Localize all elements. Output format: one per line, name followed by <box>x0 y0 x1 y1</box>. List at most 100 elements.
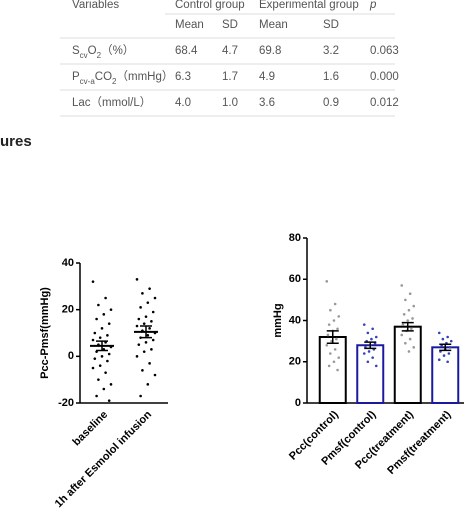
data-point <box>448 346 452 349</box>
label-part: cv-a <box>80 77 96 86</box>
label-part: 2 <box>112 77 117 86</box>
y-tick-label: 20 <box>62 304 74 316</box>
bar <box>431 346 460 404</box>
data-point <box>332 319 336 322</box>
table-cell: 0.000 <box>370 71 399 83</box>
data-point <box>91 280 95 283</box>
data-point <box>410 327 413 331</box>
data-point <box>106 334 109 337</box>
table-cell: 4.0 <box>175 97 191 109</box>
table-header: Variables <box>72 0 119 11</box>
data-point <box>151 338 155 342</box>
table-header: Experimental group <box>259 0 359 11</box>
table-subheader: SD <box>222 19 238 31</box>
x-tick-label: Pmsf(treatment) <box>385 408 453 476</box>
data-point <box>141 369 144 372</box>
data-point <box>104 296 107 300</box>
data-point <box>98 364 102 367</box>
data-point <box>374 364 378 368</box>
data-point <box>441 337 445 341</box>
data-point <box>153 373 157 377</box>
data-point <box>109 383 113 386</box>
bar <box>318 336 347 404</box>
data-point <box>102 313 106 316</box>
data-point <box>151 310 155 314</box>
label-part: P <box>72 71 80 83</box>
data-point <box>139 394 142 398</box>
data-point <box>104 371 107 374</box>
data-point <box>362 323 366 326</box>
error-bar <box>401 321 414 332</box>
label-part: O <box>88 45 97 57</box>
data-point <box>109 308 113 311</box>
data-point <box>137 317 141 321</box>
data-point <box>336 327 339 331</box>
data-point <box>93 331 97 335</box>
data-point <box>446 360 449 364</box>
data-point <box>97 378 100 381</box>
data-point <box>400 333 404 337</box>
data-point <box>142 350 146 353</box>
data-point <box>402 313 406 316</box>
data-point <box>449 339 453 343</box>
table-cell: 68.4 <box>175 45 198 57</box>
data-point <box>411 317 414 320</box>
label-part: cv <box>80 51 88 60</box>
data-point <box>406 319 410 322</box>
y-tick-label: 0 <box>68 350 74 362</box>
data-point <box>135 355 139 358</box>
table-cell: 0.012 <box>370 97 399 109</box>
data-point <box>107 352 111 356</box>
data-point <box>146 334 150 337</box>
y-axis-label: Pcc-Pmsf(mmHg) <box>39 287 51 379</box>
x-tick-label: baseline <box>71 409 111 449</box>
table-cell: 1.7 <box>222 71 238 83</box>
data-point <box>100 327 104 330</box>
data-point <box>366 331 370 335</box>
data-point <box>107 399 111 402</box>
error-bar <box>439 343 452 352</box>
data-point <box>97 303 100 307</box>
y-tick-label: 60 <box>289 273 301 285</box>
data-point <box>332 360 336 364</box>
data-point <box>100 355 104 358</box>
table-cell: 0.9 <box>323 97 339 109</box>
data-point <box>102 387 106 391</box>
table-subheader: SD <box>323 19 339 31</box>
data-point <box>329 352 332 355</box>
data-point <box>137 343 141 346</box>
data-point <box>144 341 148 344</box>
y-axis-label: mmHg <box>272 303 284 337</box>
data-point <box>150 348 153 351</box>
data-point <box>106 359 109 363</box>
data-point <box>95 394 98 398</box>
data-point <box>408 337 412 341</box>
data-point <box>325 343 329 347</box>
data-point <box>407 308 411 312</box>
data-point <box>437 358 441 361</box>
data-point <box>371 356 374 359</box>
label-part: 2 <box>97 51 102 60</box>
data-point <box>326 333 330 337</box>
data-point <box>148 362 151 365</box>
bar <box>356 344 385 404</box>
row-label: ScvO2（%） <box>72 44 134 60</box>
table-cell: 1.0 <box>222 97 238 109</box>
data-point <box>91 338 95 342</box>
y-tick-label: 0 <box>295 397 301 409</box>
error-bar <box>96 340 108 352</box>
error-bar <box>326 330 339 344</box>
data-point <box>327 364 331 368</box>
data-point <box>93 357 97 360</box>
data-point <box>148 287 151 290</box>
data-point <box>366 360 370 364</box>
label-part: S <box>72 45 80 57</box>
table-subheader: Mean <box>175 19 204 31</box>
data-point <box>407 350 411 353</box>
data-point <box>404 298 407 302</box>
data-point <box>335 337 338 341</box>
data-point <box>135 324 139 328</box>
table-cell: 69.8 <box>259 45 281 57</box>
y-tick-label: 20 <box>289 356 301 368</box>
